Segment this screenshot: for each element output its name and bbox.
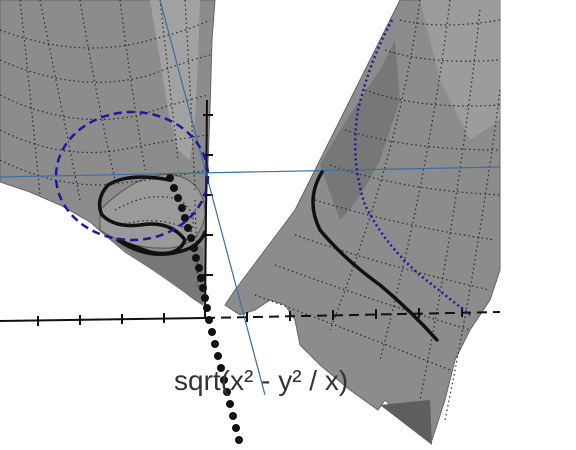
- solid-curves: [97, 170, 439, 342]
- right-branch-curve: [311, 170, 439, 342]
- blue-curves: [54, 19, 471, 316]
- x-axis-ticks: [37, 307, 463, 326]
- x-axis-right-dashed: [204, 311, 501, 319]
- left-surface: [0, 0, 216, 306]
- right-surface: [224, 0, 501, 445]
- right-contours: [254, 0, 501, 421]
- diagonal-reference-line: [159, 0, 266, 396]
- left-contours: [0, 0, 211, 291]
- right-surface-body: [224, 0, 501, 441]
- left-lower-curve: [116, 230, 207, 256]
- reference-lines: [0, 0, 501, 396]
- z-axis: [204, 99, 208, 319]
- dashed-blue-ellipse: [54, 110, 210, 242]
- right-lower-flap: [380, 400, 432, 445]
- x-axis-left: [0, 317, 206, 322]
- beaded-y-axis: [166, 174, 243, 444]
- right-surface-back: [320, 40, 400, 220]
- right-surface-light: [420, 0, 500, 140]
- formula-label: sqrt(x² - y² / x): [174, 365, 348, 396]
- left-surface-highlight: [150, 0, 200, 160]
- horizontal-reference-line: [0, 166, 501, 178]
